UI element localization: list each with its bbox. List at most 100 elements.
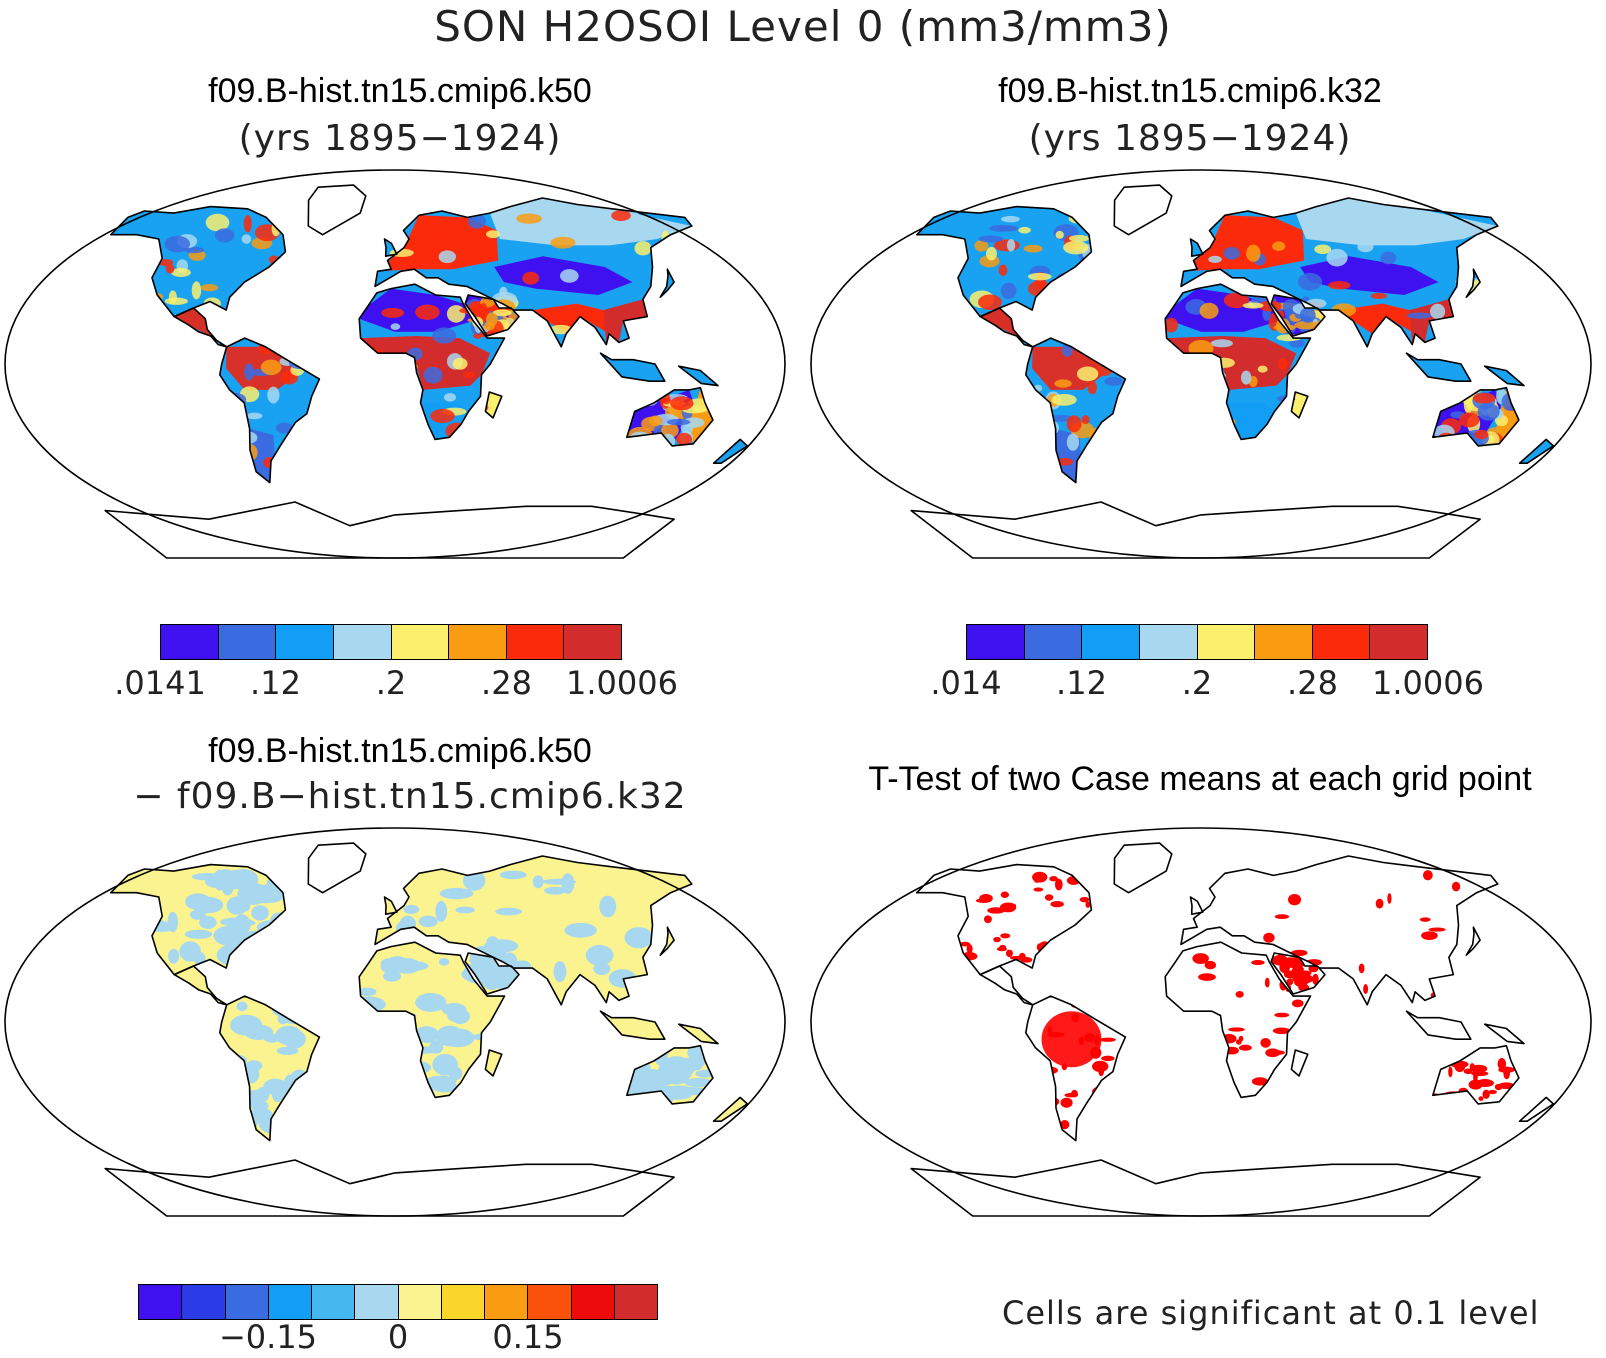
significant-cell (1236, 1039, 1242, 1045)
difference-patch (276, 1046, 299, 1055)
land-new_guinea (1484, 1024, 1524, 1044)
coastline-australia (626, 1044, 714, 1105)
significant-cell (1187, 1071, 1197, 1080)
coastline-indonesia (599, 352, 666, 382)
field-patch (492, 309, 512, 317)
significant-cell (1497, 1058, 1507, 1070)
coastline-antarctica (104, 1159, 675, 1217)
significant-cell (966, 944, 973, 954)
difference-patch (662, 1085, 696, 1098)
difference-patch (380, 958, 401, 974)
difference-patch (144, 945, 155, 961)
field-patch (1018, 226, 1031, 234)
land-greenland (1114, 185, 1172, 235)
significant-cell (979, 893, 993, 903)
significant-cell (959, 941, 971, 947)
field-patch (294, 349, 316, 363)
field-patch (641, 327, 657, 335)
field-patch (1053, 281, 1071, 293)
difference-patch (471, 1033, 501, 1041)
difference-patch (655, 910, 685, 921)
field-patch (1106, 462, 1131, 474)
field-patch (252, 284, 274, 301)
region-madagascar-fill (485, 392, 502, 418)
coastline-indonesia (1405, 352, 1472, 382)
coastline-arabia (1270, 294, 1326, 337)
field-patch (1207, 390, 1225, 404)
land-nz (713, 439, 748, 464)
significant-cell (1002, 903, 1017, 909)
colorbar-cell (391, 625, 450, 659)
significant-cell (1456, 973, 1474, 985)
difference-patch (483, 978, 500, 990)
colorbar-cell (218, 625, 277, 659)
difference-patch (357, 987, 377, 997)
coastline-australia (1432, 1044, 1520, 1105)
field-patch (1081, 415, 1090, 425)
field-patch (1042, 412, 1051, 420)
land-indonesia (1406, 1011, 1471, 1040)
coastline-greenland (307, 842, 367, 894)
difference-patch (406, 1061, 432, 1074)
field-patch (1187, 425, 1208, 440)
difference-patch (289, 1107, 322, 1123)
colorbar-labels-bottom-left: −0.15 0 0.15 (138, 1318, 658, 1358)
difference-patch (393, 1012, 417, 1020)
coastline-indonesia (1405, 1010, 1472, 1040)
colorbar-cell (564, 625, 621, 659)
significant-cell (1274, 914, 1290, 920)
significant-cell (1263, 932, 1275, 943)
significant-cell (1476, 1079, 1494, 1088)
difference-patch (230, 1014, 263, 1036)
significant-cell (1421, 931, 1438, 940)
difference-patch (184, 929, 213, 939)
land-indonesia (600, 353, 665, 382)
coastline-arabia (1270, 952, 1326, 995)
land-north_america (916, 864, 1092, 975)
significant-cell (1033, 874, 1041, 883)
field-patch (1314, 244, 1332, 255)
coastline-indonesia (599, 1010, 666, 1040)
colorbar-cell (967, 625, 1025, 659)
field-patch (985, 246, 997, 261)
field-patch (377, 373, 391, 384)
map-bottom-left (4, 827, 786, 1217)
significant-cell (1272, 1027, 1291, 1035)
field-patch (261, 271, 273, 287)
colorbar-cell (614, 1285, 657, 1319)
colorbar-cell (441, 1285, 485, 1319)
difference-patch (216, 944, 251, 966)
coastline-south_america (219, 995, 321, 1142)
field-patch (1299, 307, 1316, 323)
coastline-arabia (464, 294, 520, 337)
colorbar-cell (528, 1285, 572, 1319)
difference-patch (374, 1022, 389, 1044)
field-patch (629, 431, 651, 446)
field-patch (415, 304, 440, 320)
difference-patch (363, 1074, 375, 1083)
field-patch (516, 213, 542, 224)
coastline-japan (1465, 268, 1481, 298)
panel-subtitle-top-right: (yrs 1895−1924) (1028, 118, 1352, 159)
colorbar-tick-label: 0.15 (492, 1318, 564, 1356)
significant-cell (1199, 1052, 1215, 1061)
coastline-australia (1432, 386, 1520, 447)
significant-cell (1059, 1120, 1070, 1130)
coastline-japan (1465, 926, 1481, 956)
field-patch (1104, 377, 1123, 386)
field-patch (486, 230, 501, 239)
field-patch (1357, 241, 1374, 253)
field-patch (978, 235, 1004, 243)
colorbar-cell (139, 1285, 183, 1319)
coastline-uk (383, 896, 398, 915)
field-patch (428, 226, 438, 244)
land-greenland (1114, 843, 1172, 893)
difference-patch (435, 900, 448, 922)
coastline-greenland (1113, 184, 1173, 236)
significant-cell (1198, 973, 1216, 981)
map-boundary (4, 827, 786, 1217)
land-north_america (110, 206, 286, 317)
field-patch (1199, 302, 1219, 319)
difference-patch (213, 925, 247, 946)
field-patch (1453, 324, 1470, 340)
